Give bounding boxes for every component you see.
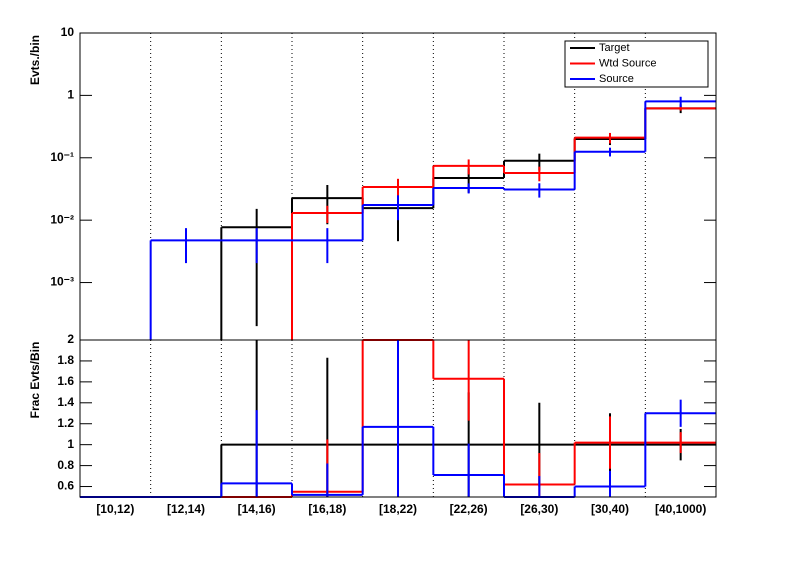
plot-frame [79, 339, 717, 498]
x-tick-label: [30,40) [591, 502, 629, 516]
x-tick-label: [22,26) [450, 502, 488, 516]
y-tick-label: 1.8 [57, 353, 74, 367]
y-tick-label: 10⁻³ [50, 275, 74, 289]
x-tick-label: [10,12) [96, 502, 134, 516]
y-tick-label: 2 [67, 332, 74, 346]
y-tick-label: 1.2 [57, 416, 74, 430]
y-tick-label: 1 [67, 437, 74, 451]
y-tick-label: 1.6 [57, 374, 74, 388]
y-axis-title: Evts./bin [28, 35, 42, 85]
legend-label: Source [599, 73, 634, 85]
y-tick-label: 1 [67, 88, 74, 102]
x-tick-label: [40,1000) [655, 502, 706, 516]
y-tick-label: 1.4 [57, 395, 74, 409]
legend-label: Target [599, 42, 630, 54]
y-tick-label: 10 [61, 25, 75, 39]
x-tick-label: [26,30) [520, 502, 558, 516]
x-tick-label: [16,18) [308, 502, 346, 516]
y-axis-title: Frac Evts/Bin [28, 342, 42, 419]
y-tick-label: 10⁻² [50, 212, 74, 226]
x-tick-label: [12,14) [167, 502, 205, 516]
x-tick-label: [14,16) [238, 502, 276, 516]
legend-label: Wtd Source [599, 57, 656, 69]
y-tick-label: 10⁻¹ [50, 150, 74, 164]
y-tick-label: 0.8 [57, 458, 74, 472]
x-tick-label: [18,22) [379, 502, 417, 516]
y-tick-label: 0.6 [57, 479, 74, 493]
